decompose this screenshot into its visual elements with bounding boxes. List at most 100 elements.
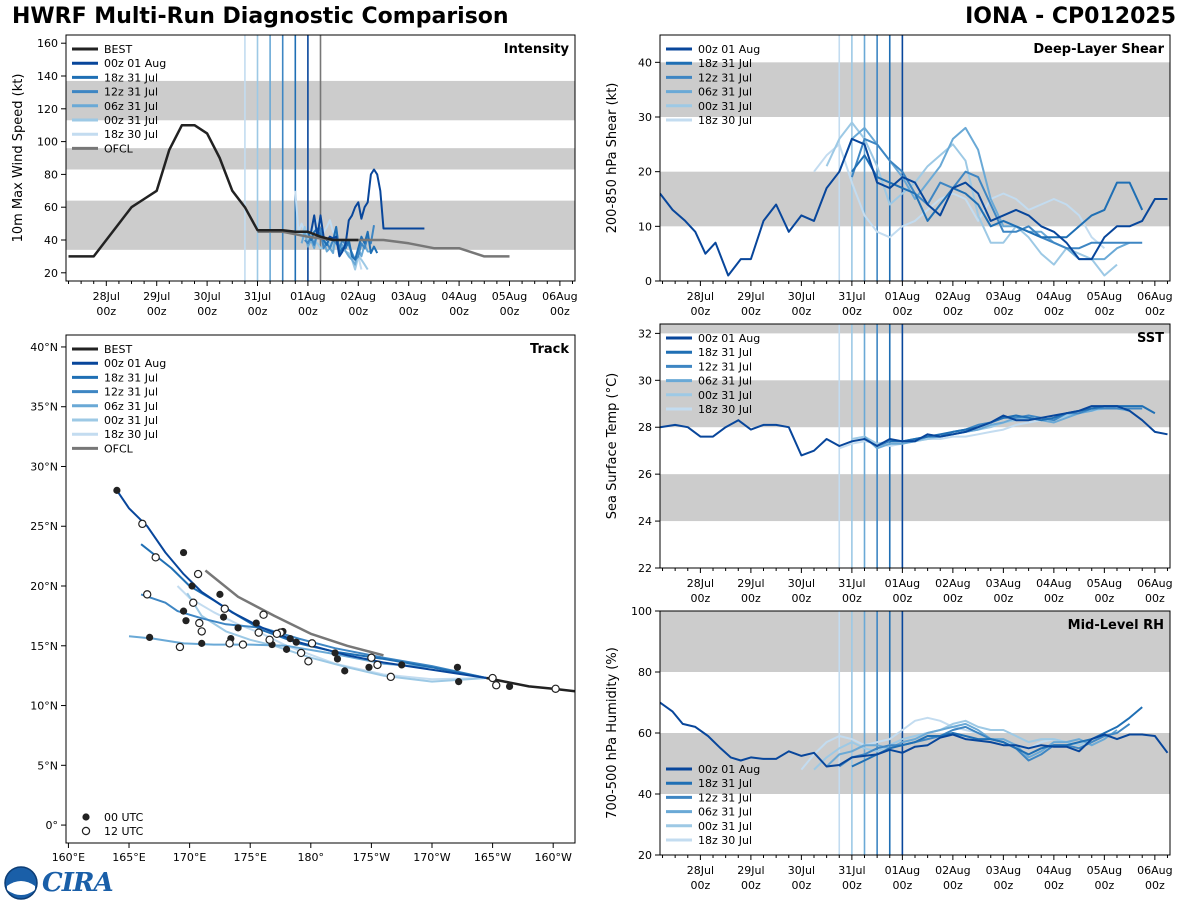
- y-tick-label: 80: [44, 168, 58, 181]
- x-tick-label: 00z: [842, 305, 862, 318]
- x-tick-label: 03Aug: [986, 864, 1021, 877]
- track-point-00utc: [333, 655, 342, 663]
- track-point-12utc: [189, 598, 198, 607]
- track-point-00utc: [198, 639, 206, 647]
- x-tick-label: 02Aug: [935, 864, 970, 877]
- series-line: [813, 143, 1106, 249]
- x-tick-label: 00z: [1044, 592, 1064, 605]
- x-tick-label: 00z: [248, 305, 268, 318]
- legend-label: 06z 31 Jul: [698, 86, 752, 99]
- track-point-12utc: [492, 681, 501, 690]
- x-tick-label: 00z: [1094, 592, 1114, 605]
- y-tick-label: 10°N: [30, 700, 58, 713]
- x-tick-label: 02Aug: [935, 290, 970, 303]
- y-tick-label: 40: [638, 56, 652, 69]
- legend-label: 18z 31 Jul: [698, 777, 752, 790]
- noaa-seal-icon: [4, 866, 38, 900]
- sst-band: [660, 474, 1170, 522]
- x-tick-label: 28Jul: [687, 290, 714, 303]
- storm-id: IONA - CP012025: [965, 4, 1176, 29]
- legend-label: 12z 31 Jul: [698, 71, 752, 84]
- x-tick-label: 30Jul: [788, 290, 815, 303]
- x-tick-label: 01Aug: [885, 577, 920, 590]
- legend-label: 18z 31 Jul: [104, 371, 158, 384]
- track-point-00utc: [179, 548, 188, 557]
- track-line: [186, 592, 487, 683]
- x-tick-label: 00z: [993, 879, 1013, 892]
- y-axis-label: 10m Max Wind Speed (kt): [11, 74, 26, 243]
- x-tick-label: 29Jul: [143, 290, 170, 303]
- x-tick-label: 05Aug: [1087, 864, 1122, 877]
- series-line: [68, 123, 359, 258]
- track-line: [140, 543, 487, 679]
- y-tick-label: 80: [638, 666, 652, 679]
- panel-title: SST: [1137, 331, 1164, 346]
- x-tick-label: 00z: [993, 592, 1013, 605]
- x-tick-label: 00z: [791, 305, 811, 318]
- x-tick-label: 00z: [791, 879, 811, 892]
- track-point-00utc: [182, 617, 190, 625]
- x-tick-label: 31Jul: [838, 864, 865, 877]
- y-tick-label: 60: [638, 727, 652, 740]
- shear-panel: 0 10 20 30 40 200-850 hPa Shear (kt) 28Jul 00z 2…: [605, 34, 1173, 318]
- y-tick-label: 10: [638, 220, 652, 233]
- x-tick-label: 05Aug: [1087, 290, 1122, 303]
- track-point-12utc: [254, 628, 263, 637]
- track-point-12utc: [265, 635, 274, 645]
- track-point-12utc: [551, 684, 560, 694]
- x-tick-label: 01Aug: [885, 290, 920, 303]
- marker-legend-label: 12 UTC: [104, 825, 144, 838]
- x-tick-label: 30Jul: [193, 290, 220, 303]
- y-tick-label: 20°N: [30, 580, 58, 593]
- legend-label: 12z 31 Jul: [698, 791, 752, 804]
- track-line: [204, 569, 384, 657]
- track-point-00utc: [282, 645, 291, 653]
- track-point-00utc: [453, 663, 462, 671]
- panel-title: Track: [530, 342, 569, 357]
- legend-label: 00z 01 Aug: [104, 57, 166, 70]
- legend-label: 18z 31 Jul: [698, 346, 752, 359]
- track-point-12utc: [304, 657, 313, 666]
- series-line: [800, 716, 1093, 771]
- legend-label: OFCL: [104, 142, 134, 155]
- x-tick-label: 00z: [741, 305, 761, 318]
- x-tick-label: 175°E: [233, 851, 266, 864]
- y-axis-label: 200-850 hPa Shear (kt): [605, 83, 620, 234]
- y-tick-label: 30: [638, 374, 652, 387]
- y-tick-label: 30: [638, 111, 652, 124]
- legend-label: 12z 31 Jul: [698, 360, 752, 373]
- x-tick-label: 28Jul: [687, 864, 714, 877]
- track-point-00utc: [188, 582, 196, 590]
- x-tick-label: 06Aug: [1137, 864, 1172, 877]
- x-tick-label: 180°: [298, 851, 325, 864]
- x-tick-label: 00z: [943, 879, 963, 892]
- x-tick-label: 30Jul: [788, 864, 815, 877]
- x-tick-label: 01Aug: [885, 864, 920, 877]
- y-tick-label: 25°N: [30, 520, 58, 533]
- series-line: [660, 137, 1168, 277]
- x-tick-label: 02Aug: [935, 577, 970, 590]
- x-tick-label: 00z: [1044, 305, 1064, 318]
- track-point-12utc: [272, 629, 282, 639]
- panel-title: Intensity: [504, 42, 570, 57]
- x-tick-label: 04Aug: [1036, 290, 1071, 303]
- legend-label: 00z 31 Jul: [698, 389, 752, 402]
- panel-title: Mid-Level RH: [1068, 618, 1164, 633]
- track-point-12utc: [225, 639, 234, 648]
- track-point-12utc: [488, 673, 497, 683]
- track-point-00utc: [216, 590, 224, 598]
- x-tick-label: 00z: [892, 592, 912, 605]
- track-point-00utc: [234, 624, 242, 632]
- axes-frame: [65, 334, 576, 844]
- y-tick-label: 0: [645, 275, 652, 288]
- track-point-00utc: [252, 619, 260, 627]
- x-tick-label: 00z: [892, 879, 912, 892]
- y-tick-label: 26: [638, 468, 652, 481]
- legend-label: 00z 31 Jul: [104, 114, 158, 127]
- legend-label: 18z 30 Jul: [698, 834, 752, 847]
- track-point-00utc: [341, 667, 349, 675]
- y-tick-label: 15°N: [30, 640, 58, 653]
- x-tick-label: 170°E: [173, 851, 206, 864]
- track-point-12utc: [386, 672, 395, 682]
- legend-label: 18z 30 Jul: [698, 403, 752, 416]
